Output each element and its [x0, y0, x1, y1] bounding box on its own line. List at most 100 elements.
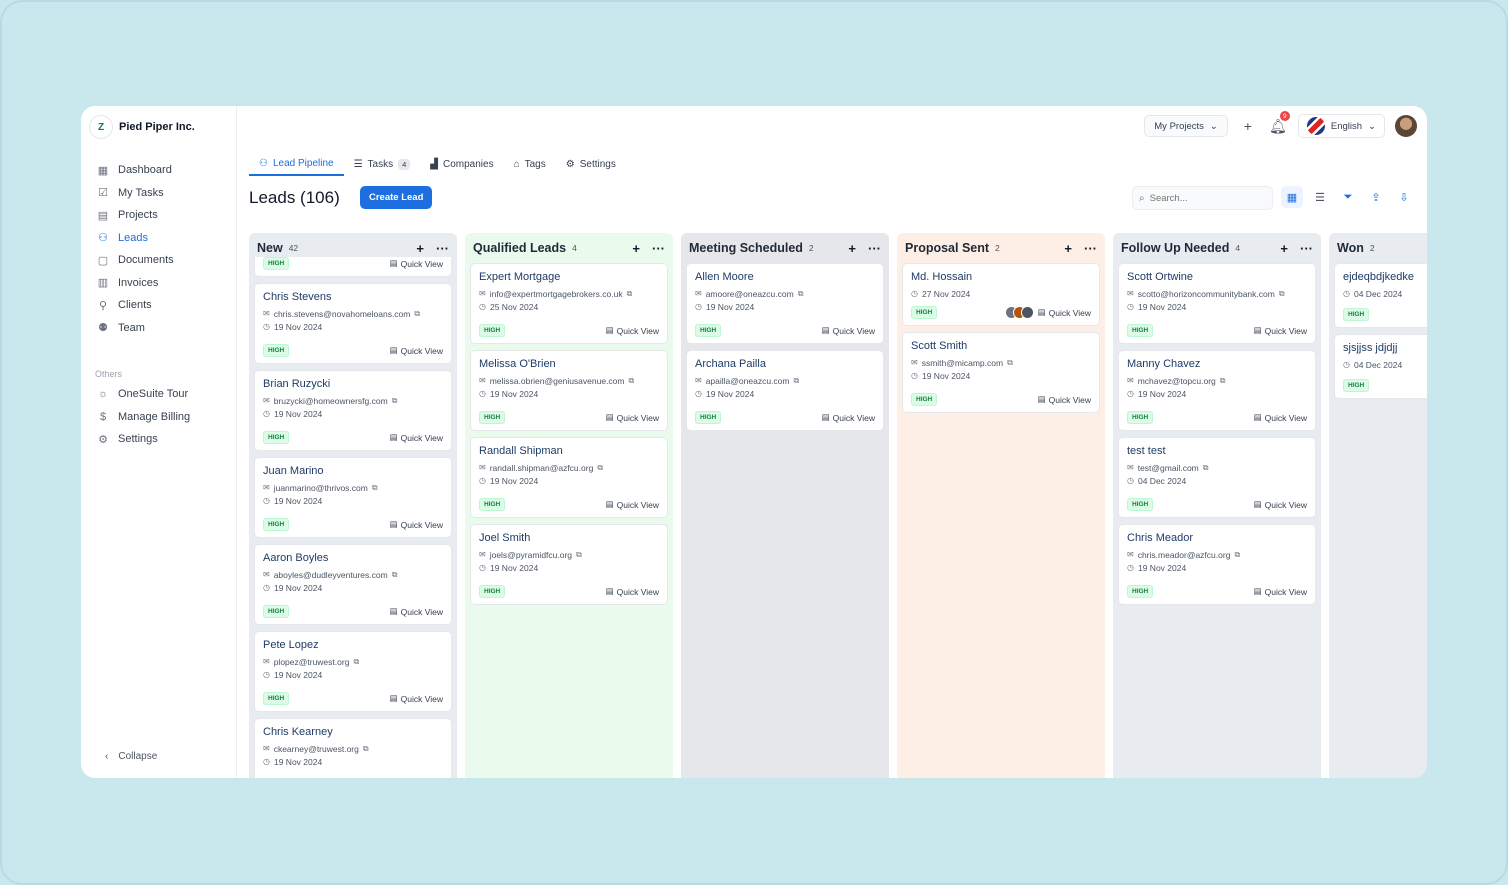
collapse-button[interactable]: ‹ Collapse — [105, 751, 157, 762]
lead-card[interactable]: Brian Ruzycki ✉ bruzycki@homeownersfg.com ⧉… — [254, 370, 452, 451]
assignee-avatars[interactable] — [1004, 306, 1034, 319]
board-view-icon[interactable]: ▦ — [1281, 186, 1303, 208]
more-icon[interactable]: ··· — [868, 240, 881, 256]
lead-name[interactable]: Juan Marino — [263, 465, 324, 477]
quick-view-button[interactable]: ▤ Quick View — [1254, 499, 1307, 510]
copy-icon[interactable]: ⧉ — [391, 395, 398, 405]
lead-name[interactable]: Archana Pailla — [695, 358, 766, 370]
lead-name[interactable]: Chris Kearney — [263, 726, 333, 738]
lead-card[interactable]: Allen Moore ✉ amoore@oneazcu.com ⧉ ◷ 19 Nov 2… — [686, 263, 884, 344]
my-projects-dropdown[interactable]: My Projects ⌄ — [1144, 115, 1228, 137]
lead-name[interactable]: Chris Meador — [1127, 532, 1194, 544]
lead-card[interactable]: Expert Mortgage ✉ info@expertmortgagebroke… — [470, 263, 668, 344]
quick-view-button[interactable]: ▤ Quick View — [1038, 307, 1091, 318]
download-icon[interactable]: ⇩ — [1399, 191, 1409, 204]
lead-name[interactable]: Md. Hossain — [911, 271, 973, 283]
copy-icon[interactable]: ⧉ — [1278, 288, 1285, 298]
more-icon[interactable]: ··· — [1300, 240, 1313, 256]
copy-icon[interactable]: ⧉ — [391, 569, 398, 579]
quick-view-button[interactable]: ▤ Quick View — [390, 606, 443, 617]
quick-view-button[interactable]: ▤ Quick View — [1038, 394, 1091, 405]
quick-view-button[interactable]: ▤ Quick View — [606, 586, 659, 597]
lead-card[interactable]: Chris Kearney ✉ ckearney@truwest.org ⧉ ◷ 19 N… — [254, 718, 452, 778]
lead-card[interactable]: Juan Marino ✉ juanmarino@thrivos.com ⧉ ◷ 19 N… — [254, 457, 452, 538]
lead-card[interactable]: Randall Shipman ✉ randall.shipman@azfcu.or… — [470, 437, 668, 518]
copy-icon[interactable]: ⧉ — [1219, 375, 1226, 385]
search-box[interactable]: ⌕ — [1132, 186, 1273, 210]
lead-name[interactable]: Chris Stevens — [263, 291, 332, 303]
create-lead-button[interactable]: Create Lead — [360, 186, 433, 209]
quick-view-button[interactable]: ▤ Quick View — [390, 519, 443, 530]
copy-icon[interactable]: ⧉ — [1234, 549, 1241, 559]
lead-card[interactable]: test test ✉ test@gmail.com ⧉ ◷ 04 Dec 2024 HIG… — [1118, 437, 1316, 518]
sidebar-item-manage-billing[interactable]: $ Manage Billing — [97, 406, 229, 429]
quick-view-button[interactable]: ▤ Quick View — [390, 432, 443, 443]
upload-icon[interactable]: ⇪ — [1371, 191, 1381, 204]
brand[interactable]: Z Pied Piper Inc. — [89, 115, 195, 139]
copy-icon[interactable]: ⧉ — [576, 549, 582, 559]
lead-card[interactable]: HIGH ▤ Quick View — [254, 257, 452, 277]
copy-icon[interactable]: ⧉ — [628, 375, 635, 385]
tab-tasks[interactable]: ☰ Tasks 4 — [344, 152, 421, 176]
copy-icon[interactable]: ⧉ — [353, 656, 360, 666]
lead-card[interactable]: Chris Meador ✉ chris.meador@azfcu.org ⧉ ◷ 19 … — [1118, 524, 1316, 605]
quick-view-button[interactable]: ▤ Quick View — [606, 325, 659, 336]
sidebar-item-dashboard[interactable]: ▦ Dashboard — [97, 159, 229, 182]
lead-name[interactable]: ejdeqbdjkedke — [1343, 271, 1414, 283]
copy-icon[interactable]: ⧉ — [414, 308, 421, 318]
lead-card[interactable]: Manny Chavez ✉ mchavez@topcu.org ⧉ ◷ 19 Nov 2… — [1118, 350, 1316, 431]
tab-lead-pipeline[interactable]: ⚇ Lead Pipeline — [249, 152, 344, 176]
sidebar-item-projects[interactable]: ▤ Projects — [97, 204, 229, 227]
add-card-icon[interactable]: + — [1064, 240, 1072, 256]
language-selector[interactable]: English ⌄ — [1297, 114, 1385, 138]
lead-card[interactable]: Archana Pailla ✉ apailla@oneazcu.com ⧉ ◷ 19 N… — [686, 350, 884, 431]
lead-card[interactable]: ejdeqbdjkedke ◷ 04 Dec 2024 HIGH — [1334, 263, 1427, 328]
add-card-icon[interactable]: + — [1280, 240, 1288, 256]
lead-card[interactable]: Scott Smith ✉ ssmith@micamp.com ⧉ ◷ 19 Nov 20… — [902, 332, 1100, 413]
sidebar-item-documents[interactable]: ▢ Documents — [97, 249, 229, 272]
lead-name[interactable]: Aaron Boyles — [263, 552, 329, 564]
more-icon[interactable]: ··· — [436, 240, 449, 256]
quick-view-button[interactable]: ▤ Quick View — [390, 258, 443, 269]
search-input[interactable] — [1149, 192, 1260, 204]
quick-view-button[interactable]: ▤ Quick View — [1254, 325, 1307, 336]
lead-name[interactable]: Brian Ruzycki — [263, 378, 331, 390]
copy-icon[interactable]: ⧉ — [797, 288, 804, 298]
lead-card[interactable]: Joel Smith ✉ joels@pyramidfcu.org ⧉ ◷ 19 Nov … — [470, 524, 668, 605]
lead-card[interactable]: Scott Ortwine ✉ scotto@horizoncommunityban… — [1118, 263, 1316, 344]
add-icon[interactable]: + — [1243, 118, 1252, 134]
lead-name[interactable]: sjsjjss jdjdjj — [1343, 342, 1398, 354]
lead-name[interactable]: Scott Ortwine — [1127, 271, 1194, 283]
quick-view-button[interactable]: ▤ Quick View — [1254, 412, 1307, 423]
copy-icon[interactable]: ⧉ — [362, 743, 369, 753]
lead-name[interactable]: Melissa O'Brien — [479, 358, 556, 370]
quick-view-button[interactable]: ▤ Quick View — [1254, 586, 1307, 597]
lead-card[interactable]: Aaron Boyles ✉ aboyles@dudleyventures.com ⧉… — [254, 544, 452, 625]
tab-settings[interactable]: ⚙ Settings — [556, 152, 626, 176]
sidebar-item-leads[interactable]: ⚇ Leads — [97, 227, 229, 250]
add-card-icon[interactable]: + — [848, 240, 856, 256]
lead-name[interactable]: Allen Moore — [695, 271, 754, 283]
lead-card[interactable]: sjsjjss jdjdjj ◷ 04 Dec 2024 HIGH — [1334, 334, 1427, 399]
lead-name[interactable]: Pete Lopez — [263, 639, 319, 651]
tab-companies[interactable]: ▟ Companies — [420, 152, 503, 176]
filter-icon[interactable]: ⏷ — [1343, 190, 1353, 203]
copy-icon[interactable]: ⧉ — [371, 482, 378, 492]
lead-card[interactable]: Melissa O'Brien ✉ melissa.obrien@geniusave… — [470, 350, 668, 431]
lead-name[interactable]: test test — [1127, 445, 1166, 457]
more-icon[interactable]: ··· — [1084, 240, 1097, 256]
sidebar-item-team[interactable]: ⚉ Team — [97, 317, 229, 340]
lead-name[interactable]: Scott Smith — [911, 340, 968, 352]
bell-icon[interactable]: 🔔︎ 9 — [1268, 111, 1290, 137]
add-card-icon[interactable]: + — [416, 240, 424, 256]
lead-name[interactable]: Joel Smith — [479, 532, 531, 544]
tab-tags[interactable]: ⌂ Tags — [504, 152, 556, 176]
list-view-icon[interactable]: ☰ — [1315, 191, 1325, 204]
user-avatar[interactable] — [1395, 115, 1417, 137]
sidebar-item-clients[interactable]: ⚲ Clients — [97, 294, 229, 317]
quick-view-button[interactable]: ▤ Quick View — [606, 499, 659, 510]
lead-name[interactable]: Manny Chavez — [1127, 358, 1201, 370]
quick-view-button[interactable]: ▤ Quick View — [606, 412, 659, 423]
add-card-icon[interactable]: + — [632, 240, 640, 256]
lead-name[interactable]: Expert Mortgage — [479, 271, 561, 283]
